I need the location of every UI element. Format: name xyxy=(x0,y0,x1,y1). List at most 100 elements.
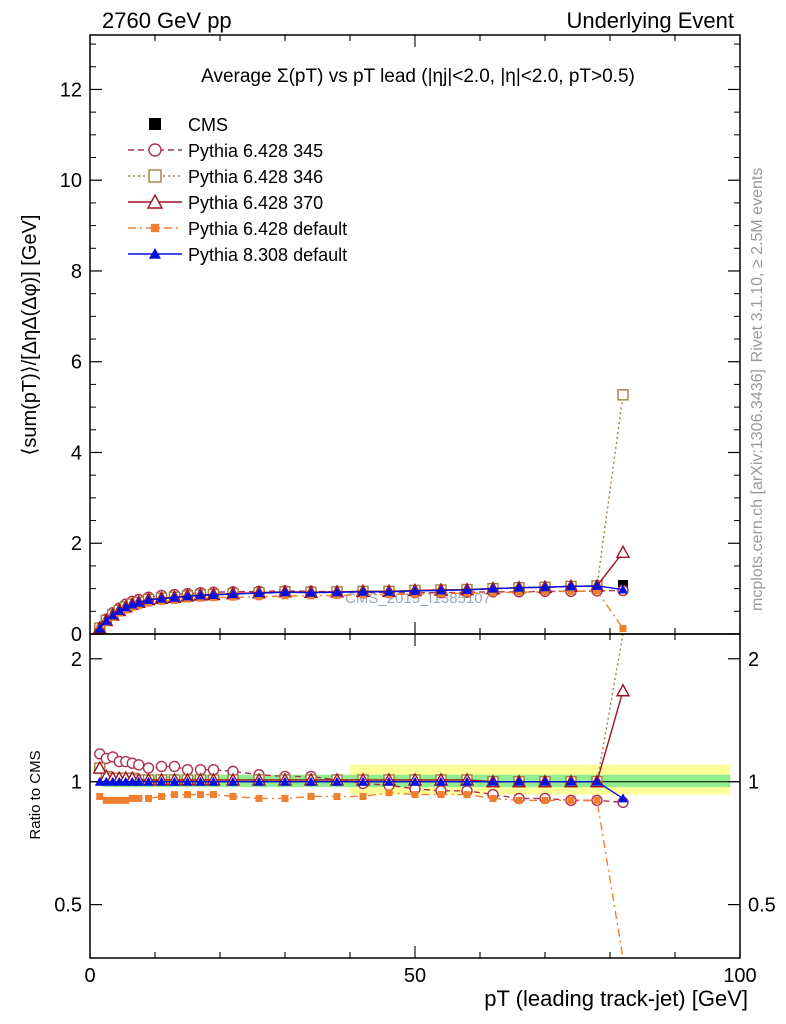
legend-marker xyxy=(149,118,161,130)
legend-label: Pythia 6.428 346 xyxy=(188,167,323,187)
main-point-5 xyxy=(143,594,154,604)
ratio-point-2 xyxy=(615,683,631,697)
x-tick-label: 100 xyxy=(723,965,756,987)
ratio-point-3 xyxy=(333,792,341,800)
ratio-point-4 xyxy=(280,776,290,786)
ratio-point-3 xyxy=(122,796,130,804)
ratio-point-3 xyxy=(184,791,191,799)
header-right: Underlying Event xyxy=(566,8,734,33)
legend: CMS Pythia 6.428 345 Pythia 6.428 346 Pythi… xyxy=(128,115,347,265)
ratio-point-4 xyxy=(182,776,193,786)
main-point-5 xyxy=(94,623,105,633)
main-point-5 xyxy=(462,584,472,594)
main-point-4 xyxy=(567,587,575,595)
ratio-point-3 xyxy=(109,796,117,804)
ratio-y-tick-label: 1 xyxy=(71,772,82,794)
legend-label: Pythia 6.428 345 xyxy=(188,141,323,161)
ratio-point-3 xyxy=(102,796,110,804)
main-point-5 xyxy=(280,587,290,597)
ratio-point-3 xyxy=(359,792,367,800)
main-point-5 xyxy=(306,587,316,597)
legend-marker xyxy=(149,248,161,259)
series-layer xyxy=(92,389,631,959)
x-tick-label: 50 xyxy=(404,965,426,987)
main-point-5 xyxy=(514,582,524,592)
ratio-point-4 xyxy=(384,776,394,786)
x-tick-label: 0 xyxy=(84,965,95,987)
ratio-point-3 xyxy=(541,796,549,804)
ratio-point-3 xyxy=(255,794,263,802)
main-y-tick-label: 0 xyxy=(71,624,82,646)
ratio-point-4 xyxy=(94,776,105,786)
ratio-point-3 xyxy=(128,794,136,802)
main-point-5 xyxy=(107,610,118,620)
main-point-4 xyxy=(593,587,601,595)
ratio-point-4 xyxy=(592,776,602,786)
main-point-4 xyxy=(489,589,497,597)
ratio-point-0 xyxy=(168,760,181,773)
ratio-point-4 xyxy=(156,776,167,786)
main-point-5 xyxy=(228,589,238,599)
ratio-point-3 xyxy=(567,796,575,804)
main-point-5 xyxy=(182,591,193,601)
main-point-5 xyxy=(410,585,420,595)
legend-marker xyxy=(148,169,162,183)
ratio-point-4 xyxy=(410,776,420,786)
main-point-3 xyxy=(615,544,631,559)
main-point-5 xyxy=(618,584,628,594)
ratio-point-3 xyxy=(210,791,217,799)
ratio-point-4 xyxy=(208,776,219,786)
ratio-point-4 xyxy=(540,776,550,786)
main-y-axis-label: ⟨sum(pT)⟩/[ΔηΔ(Δφ)] [GeV] xyxy=(19,215,41,456)
ratio-point-2 xyxy=(92,760,107,774)
ratio-point-3 xyxy=(171,791,178,799)
ratio-series-line-1 xyxy=(99,633,624,783)
main-point-4 xyxy=(515,588,523,596)
ratio-point-3 xyxy=(158,792,165,800)
main-point-5 xyxy=(592,580,602,590)
main-point-5 xyxy=(195,590,206,600)
ratio-point-4 xyxy=(195,776,206,786)
ratio-point-3 xyxy=(385,789,393,797)
main-point-4 xyxy=(541,588,549,596)
x-axis-label: pT (leading track-jet) [GeV] xyxy=(484,986,748,1011)
ratio-point-4 xyxy=(618,793,628,803)
main-y-tick-label: 4 xyxy=(71,442,82,464)
main-plot-title: Average Σ(pT) vs pT lead (|ηj|<2.0, |η|<… xyxy=(201,66,635,87)
ratio-series-line-3 xyxy=(99,791,624,959)
ratio-point-0 xyxy=(142,762,155,774)
main-point-5 xyxy=(488,583,498,593)
main-point-5 xyxy=(208,589,219,599)
main-point-5 xyxy=(101,615,112,625)
main-point-5 xyxy=(540,582,550,592)
legend-label: CMS xyxy=(188,115,228,135)
ratio-point-4 xyxy=(358,776,368,786)
ratio-point-4 xyxy=(169,776,180,786)
ratio-point-4 xyxy=(127,776,138,786)
ratio-point-0 xyxy=(133,759,145,771)
main-point-5 xyxy=(133,597,144,607)
main-point-5 xyxy=(436,585,446,595)
ratio-point-3 xyxy=(197,791,204,799)
ratio-y-tick-label: 0.5 xyxy=(54,895,82,917)
ratio-point-4 xyxy=(114,776,125,786)
main-point-2 xyxy=(617,389,629,401)
main-y-tick-label: 8 xyxy=(71,261,82,283)
ratio-point-3 xyxy=(411,791,419,799)
main-point-5 xyxy=(156,593,167,603)
ratio-point-3 xyxy=(463,791,471,799)
main-point-5 xyxy=(332,587,342,597)
ratio-point-3 xyxy=(515,796,523,804)
ratio-point-4 xyxy=(488,776,498,786)
ratio-point-0 xyxy=(155,760,168,773)
ratio-point-3 xyxy=(307,792,315,800)
ratio-point-3 xyxy=(229,792,237,800)
legend-marker xyxy=(150,223,160,233)
ratio-point-3 xyxy=(489,794,497,802)
main-point-5 xyxy=(114,605,125,615)
ratio-point-3 xyxy=(115,796,123,804)
ratio-point-4 xyxy=(332,776,342,786)
main-point-5 xyxy=(120,602,131,612)
